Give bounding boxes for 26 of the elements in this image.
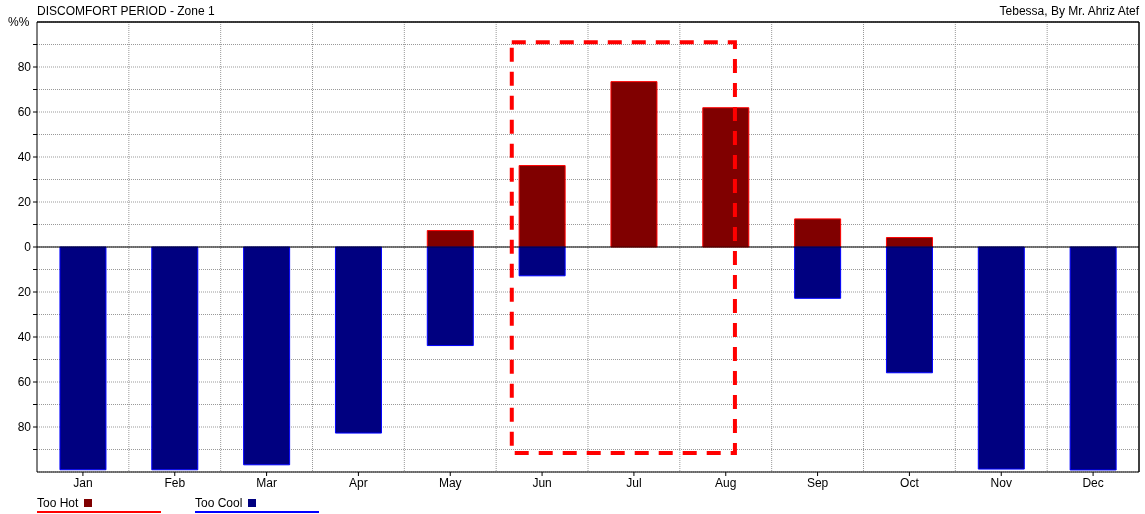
y-tick-label: 60	[17, 375, 32, 390]
y-tick-label: 0	[24, 240, 32, 255]
x-tick-label: Oct	[900, 475, 920, 490]
y-tick-label: 60	[17, 105, 32, 120]
x-tick-label: Sep	[806, 475, 829, 490]
x-tick-label: Mar	[256, 475, 277, 490]
x-tick-label: May	[438, 475, 462, 490]
x-tick-label: Feb	[164, 475, 186, 490]
x-tick-label: Jul	[626, 475, 642, 490]
x-tick-label: Nov	[990, 475, 1012, 490]
y-tick-label: 40	[17, 330, 32, 345]
y-tick-label: 80	[17, 420, 32, 435]
chart-subtitle: Tebessa, By Mr. Ahriz Atef	[999, 4, 1139, 18]
x-tick-label: Aug	[715, 475, 737, 490]
chart-title: DISCOMFORT PERIOD - Zone 1	[37, 4, 215, 18]
x-tick-label: Apr	[349, 475, 368, 490]
legend-label: Too Cool	[195, 496, 243, 510]
y-tick-label: 80	[17, 60, 32, 75]
y-axis-title: %%	[8, 15, 30, 29]
legend-label: Too Hot	[37, 496, 79, 510]
y-tick-label: 20	[17, 285, 32, 300]
x-tick-label: Jun	[532, 475, 552, 490]
x-tick-label: Jan	[73, 475, 93, 490]
y-tick-label: 40	[17, 150, 32, 165]
x-tick-label: Dec	[1082, 475, 1104, 490]
y-tick-label: 20	[17, 195, 32, 210]
